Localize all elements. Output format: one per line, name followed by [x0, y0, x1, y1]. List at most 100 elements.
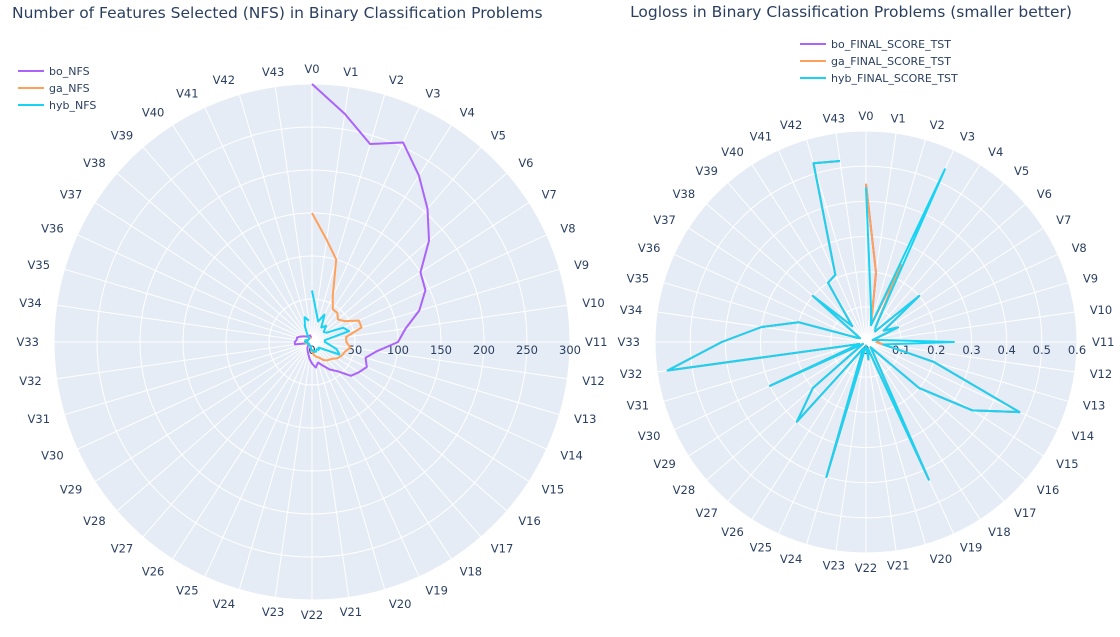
angular-tick-label: V2	[930, 118, 945, 132]
angular-tick-label: V6	[518, 156, 533, 170]
radial-tick-label: 0.5	[1033, 343, 1051, 357]
angular-tick-label: V15	[1056, 457, 1079, 471]
angular-grid-line	[94, 202, 313, 343]
angular-grid-line	[94, 341, 313, 482]
legend-label: hyb_NFS	[49, 99, 96, 112]
angular-tick-label: V37	[60, 187, 83, 201]
angular-grid-line	[688, 227, 867, 343]
angular-tick-label: V5	[1014, 164, 1029, 178]
angular-tick-label: V36	[638, 241, 661, 255]
angular-tick-label: V28	[673, 483, 696, 497]
angular-grid-line	[751, 164, 867, 343]
angular-tick-label: V34	[620, 303, 643, 317]
angular-tick-label: V18	[988, 525, 1011, 539]
angular-grid-line	[673, 253, 867, 343]
chart-title: Logloss in Binary Classification Problem…	[630, 3, 1072, 21]
angular-tick-label: V21	[887, 559, 910, 573]
angular-grid-line	[274, 341, 313, 598]
angular-grid-line	[727, 182, 867, 343]
angular-tick-label: V35	[627, 271, 650, 285]
angular-tick-label: V23	[823, 559, 846, 573]
angular-tick-label: V34	[19, 296, 42, 310]
angular-tick-label: V42	[780, 118, 803, 132]
angular-grid-line	[865, 341, 1075, 373]
angular-tick-label: V23	[262, 605, 285, 619]
angular-grid-line	[865, 341, 1005, 502]
angular-tick-label: V30	[638, 429, 661, 443]
angular-tick-label: V38	[673, 187, 696, 201]
angular-tick-label: V13	[1083, 399, 1106, 413]
polar-chart-1: Number of Features Selected (NFS) in Bin…	[12, 4, 608, 622]
angular-grid-line	[172, 341, 313, 560]
legend-label: ga_NFS	[49, 82, 90, 95]
legend-item-hyb_FINAL_SCORE_TST[interactable]: hyb_FINAL_SCORE_TST	[800, 72, 958, 85]
angular-grid-line	[172, 124, 313, 343]
legend-item-ga_FINAL_SCORE_TST[interactable]: ga_FINAL_SCORE_TST	[800, 55, 951, 68]
angular-grid-line	[311, 341, 452, 560]
angular-tick-label: V19	[960, 541, 983, 555]
angular-tick-label: V11	[585, 335, 608, 349]
angular-tick-label: V25	[176, 583, 199, 597]
angular-grid-line	[688, 341, 867, 457]
angular-tick-label: V4	[988, 145, 1003, 159]
angular-tick-label: V17	[491, 541, 514, 555]
angular-grid-line	[865, 341, 1059, 431]
angular-tick-label: V31	[627, 399, 650, 413]
series-line-hyb_NFS	[303, 290, 351, 356]
angular-grid-line	[865, 341, 1044, 457]
angular-tick-label: V32	[19, 374, 42, 388]
angular-tick-label: V27	[111, 541, 134, 555]
angular-tick-label: V24	[780, 552, 803, 566]
legend-label: ga_FINAL_SCORE_TST	[831, 55, 951, 68]
angular-tick-label: V38	[83, 156, 106, 170]
angular-grid-line	[865, 341, 897, 551]
radial-tick-label: 0.4	[998, 343, 1016, 357]
angular-grid-line	[865, 341, 981, 520]
angular-tick-label: V18	[460, 565, 483, 579]
angular-grid-line	[777, 149, 867, 343]
angular-grid-line	[777, 341, 867, 535]
angular-tick-label: V10	[1090, 303, 1113, 317]
angular-tick-label: V12	[582, 374, 605, 388]
angular-tick-label: V25	[750, 541, 773, 555]
radial-tick-label: 0.3	[962, 343, 980, 357]
legend-item-bo_NFS[interactable]: bo_NFS	[18, 65, 90, 78]
radial-tick-label: 300	[559, 343, 581, 357]
radial-tick-label: 0.6	[1068, 343, 1086, 357]
legend-item-ga_NFS[interactable]: ga_NFS	[18, 82, 90, 95]
angular-tick-label: V20	[389, 597, 412, 611]
angular-grid-line	[77, 234, 313, 343]
series-line-hyb_FINAL_SCORE_TST	[666, 160, 1021, 481]
angular-tick-label: V1	[343, 65, 358, 79]
angular-grid-line	[865, 203, 1026, 343]
angular-grid-line	[865, 341, 1069, 402]
angular-grid-line	[311, 107, 420, 343]
angular-tick-label: V37	[653, 213, 676, 227]
angular-grid-line	[204, 107, 313, 343]
angular-tick-label: V7	[1056, 213, 1071, 227]
polar-chart-2: Logloss in Binary Classification Problem…	[617, 3, 1114, 575]
angular-tick-label: V5	[491, 129, 506, 143]
angular-tick-label: V43	[262, 65, 285, 79]
angular-grid-line	[274, 86, 313, 343]
angular-grid-line	[116, 172, 313, 343]
angular-grid-line	[865, 227, 1044, 343]
angular-tick-label: V41	[750, 129, 773, 143]
legend-item-bo_FINAL_SCORE_TST[interactable]: bo_FINAL_SCORE_TST	[800, 38, 951, 51]
angular-grid-line	[77, 341, 313, 450]
angular-grid-line	[311, 341, 508, 512]
legend-item-hyb_NFS[interactable]: hyb_NFS	[18, 99, 96, 112]
legend-label: bo_FINAL_SCORE_TST	[831, 38, 951, 51]
angular-grid-line	[865, 341, 926, 545]
angular-tick-label: V40	[142, 105, 165, 119]
angular-grid-line	[311, 341, 350, 598]
radial-tick-label: 150	[430, 343, 452, 357]
angular-tick-label: V9	[1083, 271, 1098, 285]
angular-tick-label: V12	[1090, 367, 1113, 381]
angular-tick-label: V22	[855, 561, 878, 575]
angular-tick-label: V40	[721, 145, 744, 159]
angular-grid-line	[311, 341, 560, 416]
angular-grid-line	[865, 311, 1075, 343]
angular-tick-label: V4	[460, 105, 475, 119]
angular-grid-line	[865, 164, 981, 343]
